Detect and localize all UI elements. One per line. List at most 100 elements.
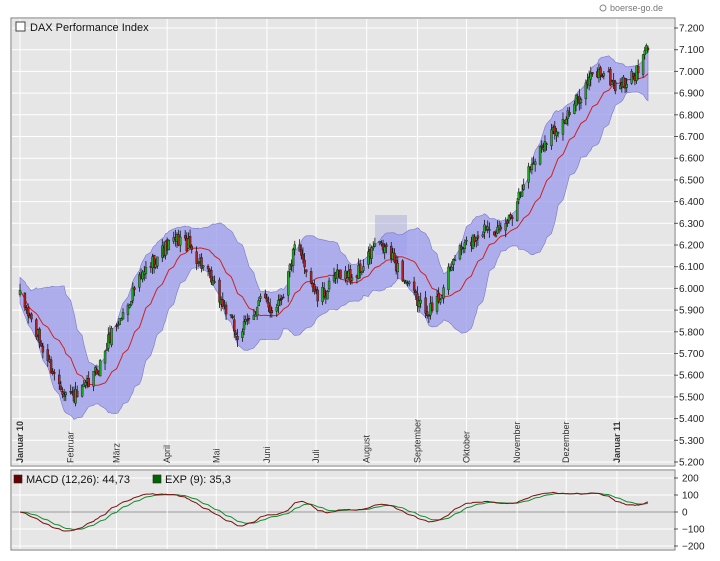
candle xyxy=(494,229,498,238)
candle xyxy=(327,277,331,293)
candle-body xyxy=(378,241,381,244)
candle-body xyxy=(360,271,364,273)
candle-body xyxy=(437,293,440,302)
candle xyxy=(197,260,200,267)
candle xyxy=(49,356,53,374)
candle xyxy=(126,303,130,322)
candle xyxy=(105,342,108,351)
candle-body xyxy=(278,299,282,301)
candle-body xyxy=(327,280,331,290)
candle-body xyxy=(264,293,267,299)
candle xyxy=(210,266,213,286)
candle xyxy=(393,248,396,264)
candle xyxy=(610,79,614,85)
exp-legend-label: EXP (9): 35,3 xyxy=(165,474,231,486)
candle-body xyxy=(453,259,457,262)
candle xyxy=(138,272,141,292)
candle xyxy=(561,112,565,141)
candle xyxy=(103,350,107,371)
candle-body xyxy=(252,315,256,320)
candle-body xyxy=(233,319,236,332)
candle-body xyxy=(280,298,283,300)
y-tick-label: 6.400 xyxy=(679,197,704,208)
candle-body xyxy=(64,392,67,396)
candle-body xyxy=(121,312,125,320)
candle xyxy=(550,123,553,150)
candle-body xyxy=(133,287,136,290)
candle xyxy=(362,259,365,273)
candle-body xyxy=(561,118,565,135)
candle-body xyxy=(367,251,370,265)
candle-body xyxy=(362,266,365,271)
candle-body xyxy=(540,144,543,148)
candle-body xyxy=(527,166,530,183)
candle xyxy=(609,66,612,87)
candle-body xyxy=(118,318,121,325)
legend-checkbox[interactable] xyxy=(15,21,26,32)
month-label: Juli xyxy=(311,449,321,463)
candle-body xyxy=(38,328,41,343)
candle xyxy=(499,222,503,232)
candle-body xyxy=(115,325,118,327)
y-tick-label: 7.000 xyxy=(679,67,704,78)
candle-body xyxy=(80,384,84,397)
candle xyxy=(53,369,56,381)
macd-y-tick-label: 0 xyxy=(682,508,688,519)
candle xyxy=(255,306,259,321)
candle-body xyxy=(49,359,53,374)
macd-legend-label: MACD (12,26): 44,73 xyxy=(26,474,130,486)
candle xyxy=(435,290,439,315)
candle-body xyxy=(372,246,375,249)
candle-body xyxy=(287,271,290,296)
candle xyxy=(322,282,326,300)
candle xyxy=(131,282,135,304)
candle-body xyxy=(213,281,216,283)
candle xyxy=(636,59,640,80)
candle xyxy=(370,245,373,264)
candle xyxy=(506,219,509,228)
y-tick-label: 6.000 xyxy=(679,284,704,295)
month-label: Juni xyxy=(262,446,272,463)
macd-y-tick-label: 200 xyxy=(682,474,699,485)
candle xyxy=(152,254,156,274)
candle-body xyxy=(126,304,130,315)
candle xyxy=(522,178,525,192)
candle xyxy=(584,79,588,106)
y-tick-label: 5.800 xyxy=(679,327,704,338)
candle xyxy=(128,303,131,309)
y-tick-label: 6.900 xyxy=(679,89,704,100)
month-label: April xyxy=(162,445,172,463)
candle xyxy=(372,241,375,251)
candle-body xyxy=(568,111,571,115)
candle xyxy=(76,385,79,398)
candle xyxy=(293,240,296,256)
candle xyxy=(195,246,198,271)
candle xyxy=(579,97,583,110)
candle xyxy=(515,198,519,222)
macd-lines xyxy=(19,491,649,532)
candle-body xyxy=(300,249,303,256)
candle xyxy=(64,391,67,402)
candle-body xyxy=(401,260,404,282)
candle-body xyxy=(277,299,280,306)
candle xyxy=(565,116,568,125)
candle xyxy=(416,286,419,313)
candle-body xyxy=(380,242,383,245)
candle-body xyxy=(98,360,102,377)
candle xyxy=(538,145,542,166)
candle-body xyxy=(507,215,511,222)
candle-body xyxy=(195,251,198,264)
candle xyxy=(602,71,606,80)
candle-body xyxy=(584,82,588,100)
candle-body xyxy=(131,287,135,301)
candle xyxy=(426,305,429,319)
candle-body xyxy=(625,84,628,88)
candle xyxy=(264,289,267,299)
candle xyxy=(69,384,72,395)
candle xyxy=(41,342,45,359)
candle-body xyxy=(614,81,617,92)
candle-body xyxy=(58,374,61,385)
candle xyxy=(300,244,303,260)
y-tick-label: 5.900 xyxy=(679,306,704,317)
candle xyxy=(200,253,203,273)
